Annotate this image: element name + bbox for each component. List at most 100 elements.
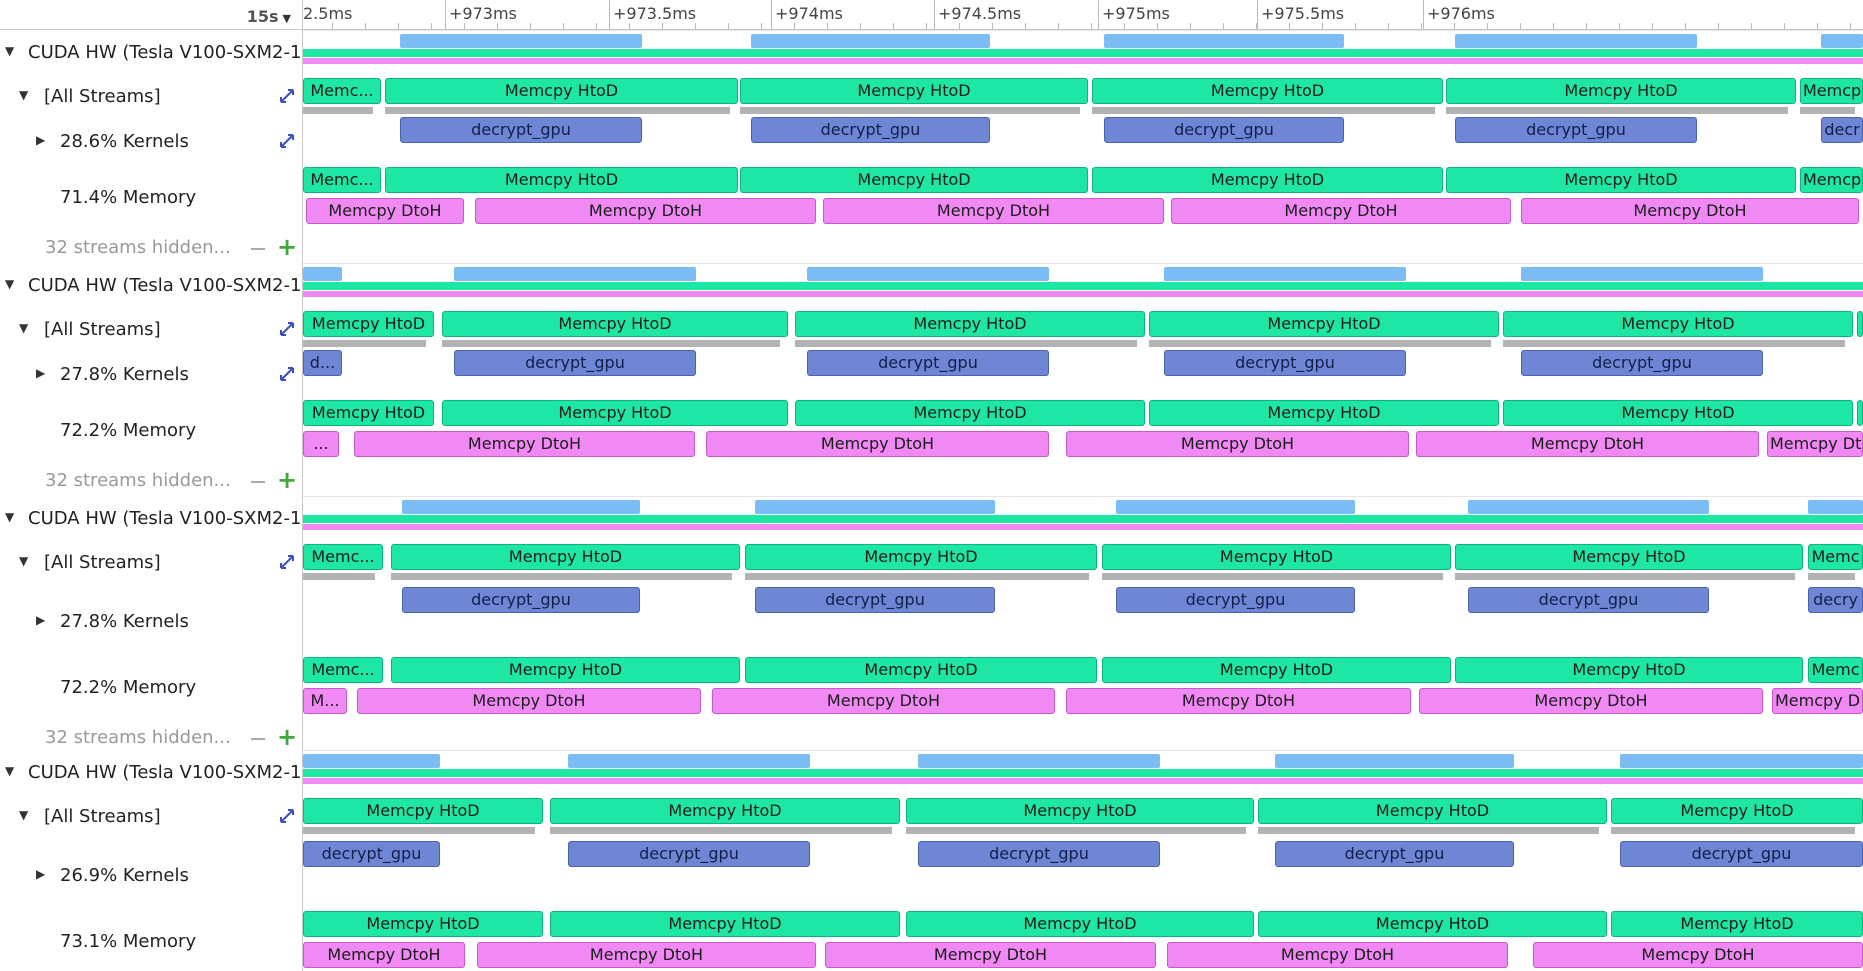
collapse-triangle-icon[interactable]: ▼ [19,808,29,822]
memcpy-dtoh-bar[interactable]: Memcpy DtoH [1416,431,1759,457]
memcpy-dtoh-bar[interactable]: M... [303,688,347,714]
memcpy-htod-bar[interactable]: Memcpy HtoD [1503,400,1853,426]
memcpy-htod-bar[interactable]: Memcpy HtoD [1611,798,1863,824]
memcpy-htod-bar[interactable]: Memcpy HtoD [795,311,1145,337]
memcpy-htod-bar[interactable]: Memc... [303,544,383,570]
collapse-streams-icon[interactable] [251,738,265,740]
collapse-triangle-icon[interactable]: ▼ [5,764,15,778]
memcpy-dtoh-bar[interactable]: Memcpy DtoH [303,942,465,968]
kernel-decrypt-bar[interactable]: decr [1821,117,1863,143]
memcpy-htod-bar[interactable]: Memc [1808,657,1863,683]
memcpy-htod-bar[interactable]: Memcpy HtoD [303,400,434,426]
memcpy-htod-bar[interactable]: Memcpy HtoD [1446,167,1796,193]
kernels-row-label[interactable]: 28.6% Kernels [60,131,189,152]
zoom-control[interactable]: 15s ▼ [0,0,303,30]
memcpy-dtoh-bar[interactable]: Memcpy DtoH [357,688,701,714]
memcpy-htod-bar[interactable]: Memcpy HtoD [795,400,1145,426]
chevron-down-icon[interactable]: ▼ [282,12,291,25]
kernel-decrypt-bar[interactable]: decrypt_gpu [751,117,990,143]
memcpy-htod-bar[interactable]: Memcpy HtoD [1149,311,1499,337]
memcpy-htod-bar[interactable]: Memcpy HtoD [745,657,1097,683]
expand-triangle-icon[interactable]: ▶ [36,133,46,147]
memcpy-dtoh-bar[interactable]: Memcpy DtoH [1167,942,1508,968]
kernel-decrypt-bar[interactable]: decrypt_gpu [1164,350,1406,376]
memcpy-htod-bar[interactable]: Memcpy HtoD [1092,167,1443,193]
memcpy-htod-bar[interactable]: Memcpy HtoD [745,544,1097,570]
memcpy-htod-bar[interactable] [1857,400,1863,426]
collapse-triangle-icon[interactable]: ▼ [5,44,15,58]
kernel-decrypt-bar[interactable]: decrypt_gpu [400,117,642,143]
all-streams-label[interactable]: [All Streams] [44,806,161,827]
memcpy-dtoh-bar[interactable]: Memcpy DtoH [1533,942,1863,968]
memcpy-htod-bar[interactable]: Memcpy HtoD [550,911,900,937]
kernel-decrypt-bar[interactable]: decry [1808,587,1863,613]
expand-triangle-icon[interactable]: ▶ [36,867,46,881]
memcpy-dtoh-bar[interactable]: ... [303,431,339,457]
collapse-triangle-icon[interactable]: ▼ [5,277,15,291]
memcpy-htod-bar[interactable]: Memcpy HtoD [1258,911,1607,937]
device-row-title[interactable]: CUDA HW (Tesla V100-SXM2-1 [28,508,302,529]
show-streams-icon[interactable]: + [277,466,298,494]
memcpy-htod-bar[interactable]: Memcpy HtoD [550,798,900,824]
memcpy-htod-bar[interactable]: Memc... [303,78,381,104]
expand-arrow-icon[interactable] [278,320,296,338]
time-ruler[interactable]: 2.5ms +973ms +973.5ms +974ms +974.5ms +975ms +… [303,0,1863,30]
all-streams-label[interactable]: [All Streams] [44,552,161,573]
memcpy-htod-bar[interactable]: Memcpy [1800,167,1863,193]
kernel-decrypt-bar[interactable]: decrypt_gpu [1521,350,1763,376]
memcpy-htod-bar[interactable]: Memcpy HtoD [906,798,1254,824]
memcpy-dtoh-bar[interactable]: Memcpy DtoH [1066,688,1411,714]
all-streams-label[interactable]: [All Streams] [44,86,161,107]
kernel-decrypt-bar[interactable]: decrypt_gpu [918,841,1160,867]
memcpy-htod-bar[interactable]: Memcpy HtoD [740,78,1088,104]
memcpy-htod-bar[interactable]: Memc... [303,167,381,193]
all-streams-label[interactable]: [All Streams] [44,319,161,340]
device-row-title[interactable]: CUDA HW (Tesla V100-SXM2-1 [28,275,302,296]
memcpy-htod-bar[interactable]: Memcpy HtoD [385,167,738,193]
zoom-level[interactable]: 15s ▼ [247,7,291,26]
kernel-decrypt-bar[interactable]: decrypt_gpu [755,587,995,613]
memcpy-htod-bar[interactable]: Memcpy HtoD [1102,544,1451,570]
kernel-decrypt-bar[interactable]: decrypt_gpu [568,841,810,867]
memcpy-dtoh-bar[interactable]: Memcpy DtoH [306,198,464,224]
expand-arrow-icon[interactable] [278,553,296,571]
memcpy-htod-bar[interactable]: Memcpy HtoD [1102,657,1451,683]
collapse-triangle-icon[interactable]: ▼ [19,88,29,102]
memcpy-dtoh-bar[interactable]: Memcpy DtoH [1171,198,1511,224]
expand-arrow-icon[interactable] [278,807,296,825]
expand-triangle-icon[interactable]: ▶ [36,366,46,380]
memcpy-htod-bar[interactable]: Memcpy HtoD [1503,311,1853,337]
collapse-streams-icon[interactable] [251,248,265,250]
memcpy-htod-bar[interactable]: Memcpy HtoD [1446,78,1796,104]
memcpy-htod-bar[interactable]: Memcpy HtoD [906,911,1254,937]
memcpy-htod-bar[interactable]: Memc... [303,657,383,683]
kernel-decrypt-bar[interactable]: decrypt_gpu [1116,587,1355,613]
collapse-triangle-icon[interactable]: ▼ [19,554,29,568]
memcpy-htod-bar[interactable] [1857,311,1863,337]
kernel-decrypt-bar[interactable]: decrypt_gpu [303,841,440,867]
memcpy-dtoh-bar[interactable]: Memcpy DtoH [475,198,816,224]
memcpy-htod-bar[interactable]: Memcpy HtoD [303,911,543,937]
memcpy-htod-bar[interactable]: Memcpy HtoD [1092,78,1443,104]
memcpy-dtoh-bar[interactable]: Memcpy Dt [1767,431,1863,457]
kernel-decrypt-bar[interactable]: decrypt_gpu [1455,117,1697,143]
collapse-triangle-icon[interactable]: ▼ [19,321,29,335]
memcpy-htod-bar[interactable]: Memcpy HtoD [303,798,543,824]
device-row-title[interactable]: CUDA HW (Tesla V100-SXM2-1 [28,42,302,63]
memcpy-htod-bar[interactable]: Memcpy [1800,78,1863,104]
kernels-row-label[interactable]: 27.8% Kernels [60,611,189,632]
memcpy-dtoh-bar[interactable]: Memcpy DtoH [823,198,1164,224]
memcpy-htod-bar[interactable]: Memcpy HtoD [1455,544,1803,570]
memcpy-htod-bar[interactable]: Memcpy HtoD [1611,911,1863,937]
kernel-decrypt-bar[interactable]: decrypt_gpu [807,350,1049,376]
device-row-title[interactable]: CUDA HW (Tesla V100-SXM2-1 [28,762,302,783]
kernels-row-label[interactable]: 26.9% Kernels [60,865,189,886]
memcpy-htod-bar[interactable]: Memcpy HtoD [740,167,1088,193]
memcpy-htod-bar[interactable]: Memcpy HtoD [391,544,740,570]
kernel-decrypt-bar[interactable]: decrypt_gpu [1468,587,1709,613]
memcpy-htod-bar[interactable]: Memc [1808,544,1863,570]
memcpy-dtoh-bar[interactable]: Memcpy DtoH [825,942,1156,968]
memcpy-dtoh-bar[interactable]: Memcpy DtoH [712,688,1055,714]
memcpy-htod-bar[interactable]: Memcpy HtoD [1149,400,1499,426]
memcpy-dtoh-bar[interactable]: Memcpy DtoH [354,431,695,457]
